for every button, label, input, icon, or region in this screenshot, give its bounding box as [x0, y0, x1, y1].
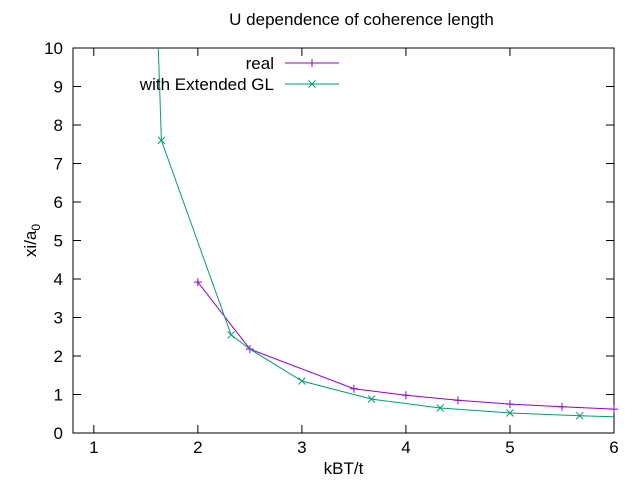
y-axis-label: xi/a0: [21, 224, 43, 257]
series-1-point: [367, 395, 376, 403]
series-layer: [157, 47, 618, 420]
series-0: [193, 278, 618, 414]
series-1: [157, 47, 615, 420]
y-tick-label: 6: [54, 193, 63, 212]
y-tick-label: 10: [44, 39, 63, 58]
x-tick-label: 1: [89, 438, 98, 457]
ticks-layer: [73, 47, 615, 434]
series-0-point: [193, 278, 202, 287]
series-0-point: [401, 391, 410, 400]
legend-label: with Extended GL: [139, 75, 274, 94]
y-axis-label-main: xi/a: [21, 230, 40, 257]
series-1-point: [506, 409, 514, 417]
plot-frame: [72, 47, 615, 434]
legend-label: real: [246, 54, 274, 73]
series-1-point: [575, 411, 584, 420]
series-0-point: [557, 402, 566, 411]
series-0-point: [610, 405, 618, 414]
series-0-line: [197, 281, 615, 410]
series-1-point: [298, 377, 306, 385]
series-1-line: [157, 47, 615, 418]
series-0-point: [505, 400, 514, 409]
series-1-point: [157, 136, 166, 145]
chart-title: U dependence of coherence length: [229, 10, 494, 29]
y-tick-label: 4: [54, 270, 63, 289]
legend-swatch-marker: [308, 59, 316, 67]
series-0-point: [349, 384, 358, 393]
x-tick-label: 3: [297, 438, 306, 457]
legend: real with Extended GL: [139, 54, 339, 94]
y-tick-label: 9: [54, 78, 63, 97]
y-tick-label: 1: [54, 386, 63, 405]
x-tick-label: 6: [609, 438, 618, 457]
tick-labels-layer: 1 2 3 4 5 6 0 1 2 3 4 5 6 7 8 9 10: [44, 39, 619, 457]
y-tick-label: 0: [54, 424, 63, 443]
y-tick-label: 2: [54, 347, 63, 366]
y-tick-label: 3: [54, 309, 63, 328]
x-tick-label: 2: [193, 438, 202, 457]
y-tick-label: 5: [54, 232, 63, 251]
legend-swatch-marker: [308, 80, 316, 88]
series-0-point: [453, 396, 462, 405]
x-tick-label: 4: [401, 438, 410, 457]
y-axis-label-subscript: 0: [29, 224, 43, 231]
y-tick-label: 7: [54, 155, 63, 174]
x-axis-label: kBT/t: [324, 459, 364, 478]
x-tick-label: 5: [505, 438, 514, 457]
series-1-point: [436, 404, 445, 412]
series-1-point: [227, 330, 235, 339]
y-tick-label: 8: [54, 116, 63, 135]
